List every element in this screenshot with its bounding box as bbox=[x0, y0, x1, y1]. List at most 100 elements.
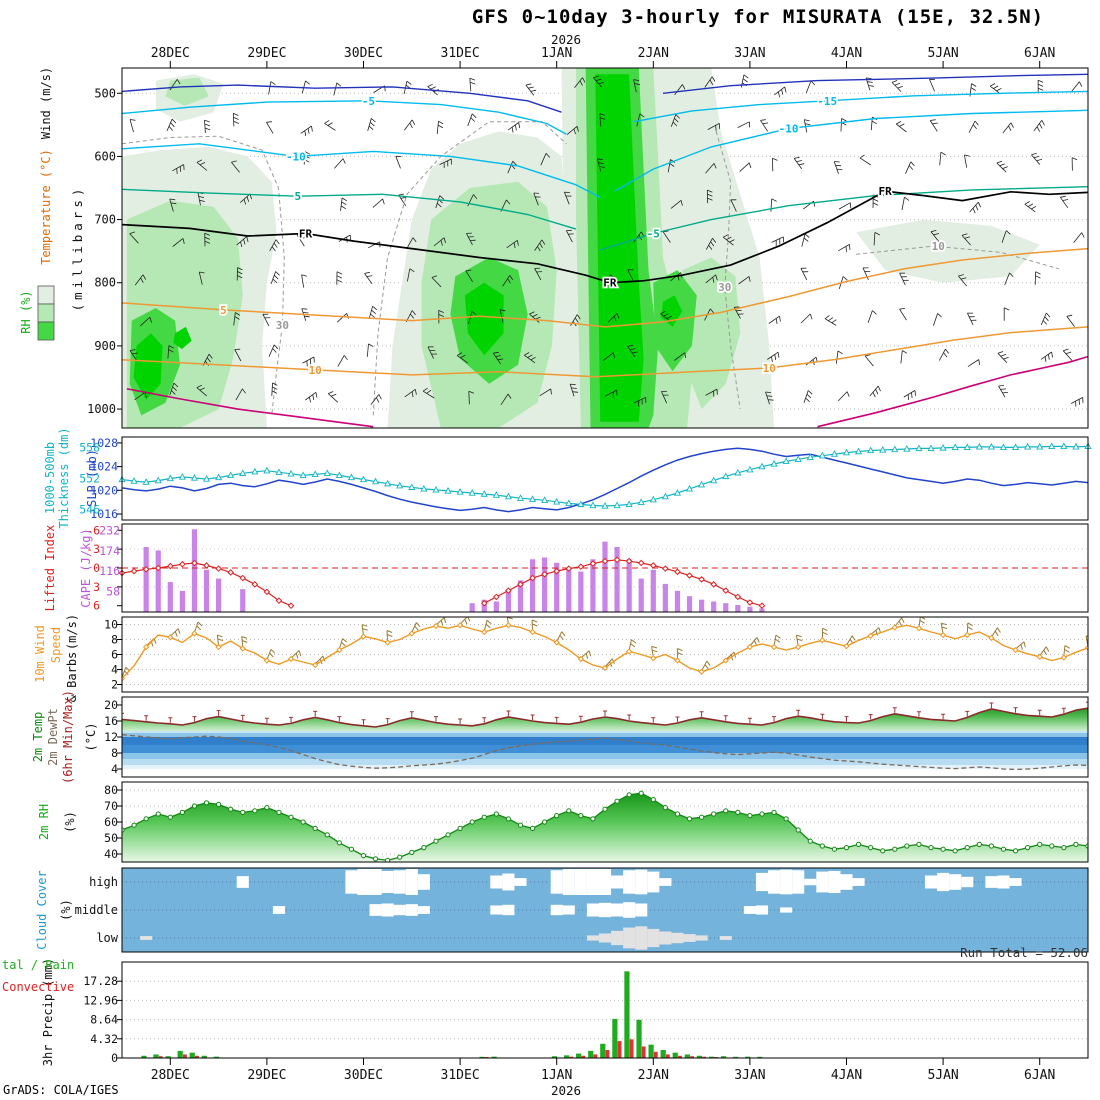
precip-total-bar bbox=[201, 1055, 207, 1058]
cloud-block-low bbox=[659, 931, 672, 945]
x-tick-label-top: 1JAN bbox=[541, 46, 572, 61]
cape-bar bbox=[759, 608, 765, 612]
cloud-block-high bbox=[598, 869, 612, 895]
side-label: Cloud Cover bbox=[35, 870, 49, 949]
cape-tick-label: 174 bbox=[99, 544, 120, 558]
side-label: (6hr Min/Max) bbox=[61, 690, 75, 784]
cape-bar bbox=[662, 583, 668, 612]
precip-total-bar bbox=[588, 1050, 594, 1058]
x-tick-label-top: 4JAN bbox=[831, 46, 862, 61]
slp-tick-label: 1028 bbox=[90, 436, 118, 450]
cape-bar bbox=[167, 582, 173, 612]
side-label: 2m DewPt bbox=[46, 708, 60, 766]
cloud-block-high bbox=[647, 871, 660, 893]
slp-tick-label: 1016 bbox=[90, 507, 118, 521]
precip-tick-label: 4.32 bbox=[90, 1032, 118, 1046]
precip-total-bar bbox=[177, 1050, 183, 1058]
wind-panel-border bbox=[121, 616, 1089, 693]
cloud-block-high bbox=[924, 875, 938, 889]
wind-tick-label: 8 bbox=[111, 633, 118, 647]
side-label: RH (%) bbox=[19, 290, 33, 333]
cloud-block-high bbox=[514, 878, 527, 886]
temp-tick-label: 16 bbox=[104, 714, 118, 728]
rh-contour bbox=[122, 135, 285, 416]
x-tick-label-top: 28DEC bbox=[151, 46, 190, 61]
li-tick-label: 3 bbox=[93, 580, 100, 594]
cloud-block-high bbox=[490, 875, 503, 889]
rh-fill bbox=[122, 793, 1088, 862]
cloud-row-label: low bbox=[96, 931, 118, 945]
cape-bar bbox=[179, 590, 185, 612]
precip-total-bar bbox=[624, 971, 630, 1058]
li-tick-label: -6 bbox=[86, 523, 100, 537]
temp-contour bbox=[633, 90, 1088, 123]
cloud-block-middle bbox=[780, 907, 793, 913]
precip-total-bar bbox=[708, 1056, 715, 1058]
cloud-block-high bbox=[417, 874, 430, 890]
cloud-block-middle bbox=[755, 905, 769, 915]
rh-tick-label: 50 bbox=[104, 831, 118, 845]
side-label: Speed bbox=[49, 627, 63, 663]
wind-tick-label: 10 bbox=[104, 618, 118, 632]
x-tick-label-bottom: 31DEC bbox=[441, 1068, 480, 1083]
precip-convective-bar bbox=[593, 1054, 598, 1058]
contour-label: -5 bbox=[362, 95, 375, 108]
cloud-block-low bbox=[140, 936, 153, 940]
grads-credit: GrADS: COLA/IGES bbox=[3, 1083, 119, 1097]
temp-panel-border bbox=[121, 696, 1089, 778]
rh2m-panel bbox=[122, 789, 1088, 862]
x-tick-label-bottom: 1JAN bbox=[541, 1068, 572, 1083]
precip-convective-bar bbox=[665, 1054, 670, 1058]
temp-contour bbox=[122, 190, 1088, 284]
cloud-block-middle bbox=[635, 903, 648, 917]
cloud-block-high bbox=[574, 869, 587, 895]
precip-total-bar bbox=[612, 1018, 618, 1058]
temp-tick-label: 4 bbox=[111, 762, 118, 776]
thickness-tick-label: 558 bbox=[79, 440, 100, 454]
precip-panel bbox=[122, 971, 1088, 1058]
cloud-block-high bbox=[816, 871, 829, 893]
contour-label: 30 bbox=[276, 319, 289, 332]
temp-contour bbox=[126, 388, 374, 428]
cape-bar bbox=[747, 606, 753, 612]
cloud-row-label: high bbox=[89, 875, 118, 889]
x-tick-label-bottom: 28DEC bbox=[151, 1068, 190, 1083]
precip-total-bar bbox=[141, 1055, 147, 1058]
cape-bar bbox=[469, 603, 475, 612]
cloud-block-middle bbox=[369, 904, 382, 916]
slp-thickness-panel bbox=[118, 442, 1092, 513]
precip-total-bar bbox=[636, 1019, 642, 1058]
precip-convective-bar bbox=[581, 1055, 586, 1058]
cape-bar bbox=[240, 589, 246, 612]
year-label-bottom: 2026 bbox=[551, 1083, 581, 1098]
cloud-block-middle bbox=[562, 905, 575, 915]
cloud-block-high bbox=[586, 869, 599, 895]
cloud-block-low bbox=[611, 930, 624, 946]
cloud-block-middle bbox=[598, 902, 612, 918]
cape-bar bbox=[711, 601, 717, 612]
rh-colorbar-cell bbox=[37, 303, 55, 323]
rh-contour bbox=[856, 245, 1060, 270]
precip-total-bar bbox=[165, 1056, 171, 1058]
cape-bar bbox=[191, 529, 198, 612]
side-label: CAPE (J/kg) bbox=[79, 528, 93, 607]
cape-bar bbox=[650, 569, 656, 612]
contour-label: 10 bbox=[932, 240, 945, 253]
cloud-block-high bbox=[236, 876, 249, 888]
precip-convective-bar bbox=[617, 1041, 622, 1058]
precip-total-bar bbox=[696, 1055, 702, 1058]
side-label: (°C) bbox=[84, 723, 98, 752]
precip-tick-label: 12.96 bbox=[83, 993, 118, 1007]
precip-total-bar bbox=[648, 1044, 654, 1058]
cape-tick-label: 116 bbox=[99, 564, 120, 578]
cloud-block-low bbox=[635, 926, 648, 950]
side-label: (%) bbox=[63, 811, 77, 833]
cape-bar bbox=[505, 590, 511, 612]
rh-panel-border bbox=[121, 781, 1089, 863]
side-label: & Barbs bbox=[65, 652, 79, 703]
cloud-block-high bbox=[623, 870, 636, 894]
cloud-block-high bbox=[381, 870, 394, 894]
cape-bar bbox=[674, 590, 681, 612]
rh-tick-label: 80 bbox=[104, 783, 118, 797]
cloud-cover-panel bbox=[122, 868, 1088, 952]
